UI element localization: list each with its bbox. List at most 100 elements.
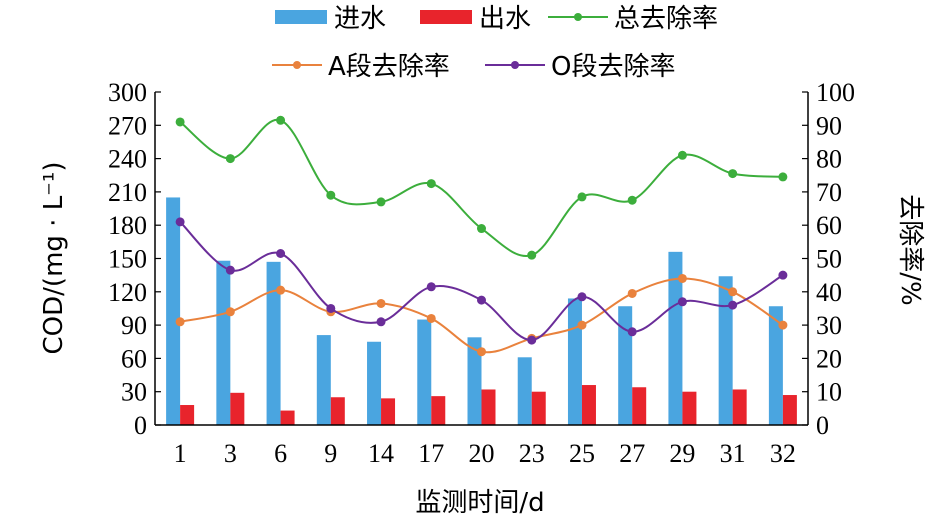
bar-outflow-1 (180, 405, 195, 425)
point-a-stage-25 (577, 320, 587, 330)
y-tick-right-90: 90 (816, 111, 842, 140)
point-total-20 (477, 224, 486, 234)
y-tick-right-80: 80 (816, 145, 842, 174)
bar-outflow-14 (381, 398, 396, 425)
y-tick-left-90: 90 (121, 311, 147, 340)
bar-outflow-3 (230, 392, 245, 425)
point-a-stage-32 (778, 320, 788, 330)
bar-inflow-17 (417, 319, 432, 425)
bar-inflow-14 (367, 341, 382, 425)
bar-outflow-32 (782, 395, 797, 425)
bar-inflow-6 (266, 261, 281, 425)
bar-inflow-29 (668, 251, 683, 425)
point-a-stage-6 (276, 285, 286, 295)
point-a-stage-1 (175, 317, 185, 327)
y-axis-title-right: 去除率/% (895, 194, 925, 305)
legend-label-outflow: 出水 (479, 4, 531, 34)
bar-outflow-25 (581, 385, 596, 425)
point-o-stage-20 (477, 295, 486, 305)
legend-marker-total (574, 13, 582, 21)
point-o-stage-17 (426, 282, 436, 292)
y-tick-left-210: 210 (108, 178, 147, 207)
y-tick-left-0: 0 (134, 411, 147, 440)
point-a-stage-27 (627, 288, 637, 298)
bar-outflow-9 (330, 397, 345, 425)
bar-inflow-25 (567, 298, 582, 425)
line-total (179, 118, 783, 258)
y-tick-left-60: 60 (121, 344, 147, 373)
point-o-stage-29 (677, 297, 687, 307)
y-tick-left-300: 300 (108, 78, 147, 107)
bar-inflow-32 (768, 306, 783, 425)
legend: 进水 出水 总去除率 A段去除率 O段去除率 (272, 4, 718, 82)
y-tick-right-20: 20 (816, 344, 842, 373)
x-tick-25: 25 (569, 439, 595, 468)
y-axis-title-left: COD/(mg · L⁻¹) (39, 162, 69, 355)
point-total-25 (577, 192, 587, 202)
point-o-stage-14 (376, 317, 386, 327)
y-tick-left-120: 120 (108, 278, 147, 307)
point-total-29 (677, 150, 687, 160)
x-tick-3: 3 (224, 439, 237, 468)
point-o-stage-25 (577, 292, 587, 302)
x-tick-14: 14 (368, 439, 394, 468)
point-o-stage-23 (527, 335, 537, 345)
bar-outflow-31 (732, 389, 747, 425)
legend-label-inflow: 进水 (334, 4, 386, 34)
x-tick-20: 20 (469, 439, 495, 468)
y-tick-right-50: 50 (816, 245, 842, 274)
bar-inflow-3 (216, 260, 231, 425)
y-tick-right-60: 60 (816, 211, 842, 240)
legend-label-o-stage: O段去除率 (551, 52, 675, 82)
bar-outflow-23 (531, 391, 546, 425)
point-o-stage-3 (225, 265, 235, 275)
x-tick-6: 6 (274, 439, 287, 468)
x-tick-1: 1 (174, 439, 187, 468)
point-o-stage-6 (276, 249, 286, 259)
point-total-17 (426, 179, 436, 189)
plot-area: 0306090120150180210240270300010203040506… (108, 78, 855, 468)
point-total-32 (778, 172, 788, 182)
bar-outflow-20 (481, 389, 496, 425)
x-tick-17: 17 (418, 439, 444, 468)
legend-swatch-inflow (275, 10, 327, 24)
bar-outflow-17 (431, 396, 446, 425)
y-tick-right-40: 40 (816, 278, 842, 307)
point-a-stage-14 (376, 298, 386, 308)
point-total-27 (627, 195, 637, 205)
legend-marker-a-stage (293, 61, 301, 69)
y-tick-left-240: 240 (108, 145, 147, 174)
legend-marker-o-stage (511, 61, 519, 69)
bar-outflow-6 (280, 410, 295, 425)
x-tick-29: 29 (669, 439, 695, 468)
y-tick-right-10: 10 (816, 378, 842, 407)
point-o-stage-1 (175, 217, 185, 227)
legend-label-a-stage: A段去除率 (328, 52, 450, 82)
point-total-9 (326, 190, 336, 200)
x-tick-32: 32 (770, 439, 796, 468)
point-total-3 (225, 154, 235, 164)
bar-outflow-29 (682, 391, 697, 425)
point-o-stage-27 (627, 327, 637, 337)
y-tick-left-180: 180 (108, 211, 147, 240)
x-tick-23: 23 (519, 439, 545, 468)
legend-label-total: 总去除率 (614, 4, 718, 34)
bar-inflow-31 (718, 276, 733, 425)
point-o-stage-9 (326, 303, 336, 313)
bar-inflow-9 (316, 335, 331, 425)
x-tick-27: 27 (619, 439, 645, 468)
x-tick-9: 9 (324, 439, 337, 468)
y-tick-left-150: 150 (108, 245, 147, 274)
point-a-stage-3 (225, 307, 235, 317)
bar-inflow-20 (467, 337, 482, 425)
bar-inflow-23 (517, 357, 532, 425)
point-o-stage-31 (728, 300, 738, 310)
bar-outflow-27 (632, 387, 647, 425)
point-a-stage-29 (677, 273, 687, 283)
y-tick-left-30: 30 (121, 378, 147, 407)
y-tick-right-70: 70 (816, 178, 842, 207)
point-total-6 (276, 115, 286, 125)
y-tick-right-100: 100 (816, 78, 855, 107)
point-o-stage-32 (778, 270, 788, 280)
